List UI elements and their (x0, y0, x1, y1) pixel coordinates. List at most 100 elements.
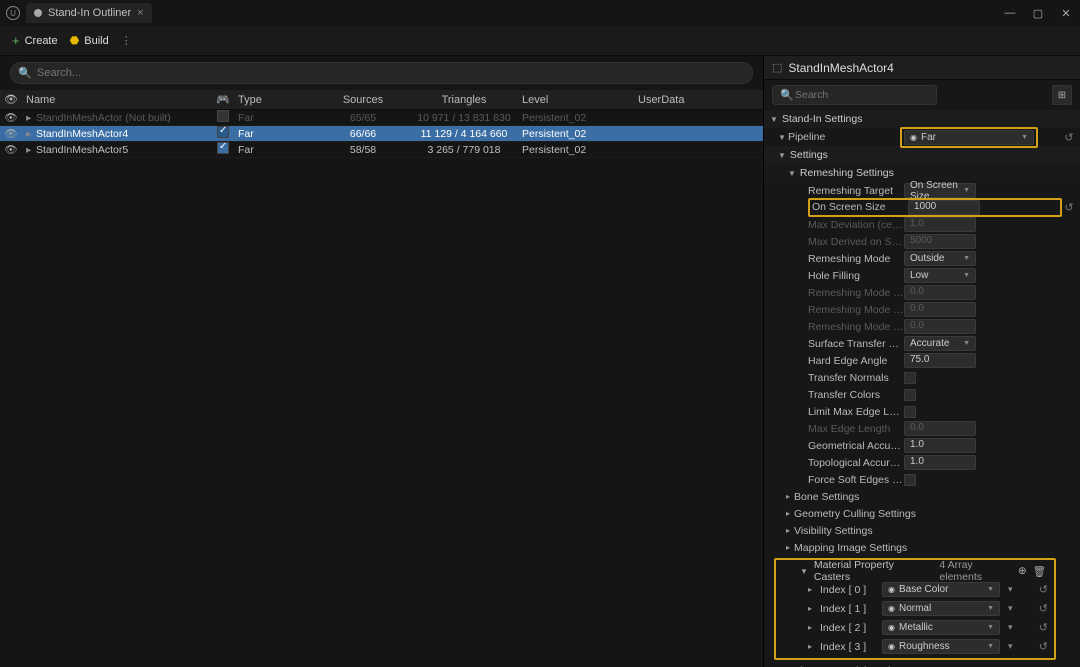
reset-icon[interactable]: ↺ (1062, 131, 1076, 144)
settings-section[interactable]: ▼ Settings (764, 146, 1080, 164)
property-label: Max Edge Length (808, 423, 904, 435)
collapsed-section[interactable]: ▸Mapping Image Settings (764, 539, 1080, 556)
table-row[interactable]: 👁▸StandInMeshActor (Not built)Far65/6510… (0, 110, 763, 126)
checkbox-header-icon[interactable]: 🎮 (208, 93, 238, 106)
property-dropdown[interactable]: On Screen Size▼ (904, 183, 976, 198)
caster-dropdown[interactable]: ◉Metallic▼ (882, 620, 1000, 635)
reset-icon[interactable]: ↺ (1039, 640, 1048, 653)
property-input[interactable]: 0.0 (904, 319, 976, 334)
array-index-label: Index [ 3 ] (820, 641, 878, 653)
chevron-down-icon[interactable]: ▾ (1008, 641, 1013, 652)
close-button[interactable]: ✕ (1058, 7, 1074, 20)
property-row: Remeshing Mode Manu...0.0 (764, 301, 1080, 318)
collapsed-section[interactable]: ▸Bone Settings (764, 488, 1080, 505)
reset-icon[interactable]: ↺ (1062, 201, 1076, 214)
collapsed-section[interactable]: ▸Flatten Material Settings (764, 662, 1080, 667)
row-name: StandInMeshActor4 (36, 128, 128, 140)
property-input[interactable]: 0.0 (904, 421, 976, 436)
type-header[interactable]: Type (238, 94, 320, 106)
row-level: Persistent_02 (522, 112, 628, 124)
property-row: Force Soft Edges Within... (764, 471, 1080, 488)
property-input[interactable]: 0.0 (904, 285, 976, 300)
visibility-header-icon[interactable]: 👁 (0, 93, 22, 106)
maximize-button[interactable]: ▢ (1030, 7, 1046, 20)
level-header[interactable]: Level (522, 94, 628, 106)
property-row: Max Derived on Screen...5000 (764, 233, 1080, 250)
chevron-down-icon[interactable]: ▾ (1008, 603, 1013, 614)
row-checkbox[interactable] (217, 110, 229, 122)
minimize-button[interactable]: — (1002, 7, 1018, 20)
property-checkbox[interactable] (904, 406, 916, 418)
caster-dropdown[interactable]: ◉Normal▼ (882, 601, 1000, 616)
search-input[interactable] (10, 62, 753, 84)
outliner-panel: 🔍 👁 Name 🎮 Type Sources Triangles Level … (0, 56, 764, 667)
chevron-right-icon[interactable]: ▸ (26, 144, 36, 156)
chevron-right-icon[interactable]: ▸ (26, 128, 36, 140)
triangles-header[interactable]: Triangles (406, 94, 522, 106)
table-row[interactable]: 👁▸StandInMeshActor4Far66/6611 129 / 4 16… (0, 126, 763, 142)
chevron-right-icon: ▸ (786, 526, 790, 535)
chevron-down-icon[interactable]: ▼ (778, 133, 788, 142)
chevron-right-icon[interactable]: ▸ (808, 585, 816, 594)
property-input[interactable]: 1.0 (904, 438, 976, 453)
chevron-down-icon: ▼ (987, 624, 994, 631)
delete-element-icon[interactable]: 🗑 (1033, 565, 1046, 578)
property-row: Geometrical Accuracy1.0 (764, 437, 1080, 454)
property-input[interactable]: 1.0 (904, 217, 976, 232)
row-checkbox[interactable] (217, 126, 229, 138)
collapsed-section[interactable]: ▸Geometry Culling Settings (764, 505, 1080, 522)
sources-header[interactable]: Sources (320, 94, 406, 106)
collapsed-section[interactable]: ▸Visibility Settings (764, 522, 1080, 539)
row-checkbox[interactable] (217, 142, 229, 154)
material-casters-header[interactable]: ▼ Material Property Casters 4 Array elem… (776, 562, 1054, 580)
userdata-header[interactable]: UserData (628, 94, 763, 106)
caster-dropdown[interactable]: ◉Roughness▼ (882, 639, 1000, 654)
property-input[interactable]: 0.0 (904, 302, 976, 317)
name-header[interactable]: Name (22, 94, 208, 106)
property-checkbox[interactable] (904, 389, 916, 401)
build-button[interactable]: ⬣ Build (70, 34, 109, 47)
property-checkbox[interactable] (904, 372, 916, 384)
close-icon[interactable]: × (137, 7, 143, 19)
visibility-icon[interactable]: 👁 (4, 128, 17, 140)
property-label: Transfer Normals (808, 372, 904, 384)
build-icon: ⬣ (70, 34, 80, 47)
property-dropdown[interactable]: Outside▼ (904, 251, 976, 266)
property-input[interactable]: 1000 (908, 200, 980, 215)
asset-icon: ◉ (910, 133, 917, 142)
chevron-down-icon[interactable]: ▾ (1008, 622, 1013, 633)
row-name: StandInMeshActor5 (36, 144, 128, 156)
mpc-count-label: 4 Array elements (939, 559, 1011, 583)
property-input[interactable]: 1.0 (904, 455, 976, 470)
more-options-icon[interactable]: ⋮ (121, 34, 132, 47)
details-title: StandInMeshActor4 (788, 61, 893, 75)
caster-dropdown[interactable]: ◉Base Color▼ (882, 582, 1000, 597)
chevron-down-icon[interactable]: ▾ (1008, 584, 1013, 595)
chevron-right-icon[interactable]: ▸ (808, 623, 816, 632)
property-input[interactable]: 75.0 (904, 353, 976, 368)
visibility-icon[interactable]: 👁 (4, 144, 17, 156)
reset-icon[interactable]: ↺ (1039, 621, 1048, 634)
view-options-icon[interactable]: ⊞ (1052, 85, 1072, 105)
property-dropdown[interactable]: Low▼ (904, 268, 976, 283)
editor-tab[interactable]: Stand-In Outliner × (26, 3, 152, 23)
add-element-icon[interactable]: ⊕ (1018, 565, 1027, 578)
pipeline-dropdown[interactable]: ◉ Far ▼ (904, 130, 1034, 145)
standin-settings-section[interactable]: ▼ Stand-In Settings (764, 110, 1080, 128)
chevron-right-icon[interactable]: ▸ (808, 642, 816, 651)
chevron-right-icon[interactable]: ▸ (808, 604, 816, 613)
chevron-right-icon[interactable]: ▸ (26, 112, 36, 124)
property-input[interactable]: 5000 (904, 234, 976, 249)
details-search-input[interactable] (772, 85, 937, 105)
visibility-icon[interactable]: 👁 (4, 112, 17, 124)
reset-icon[interactable]: ↺ (1039, 583, 1048, 596)
property-row: Remeshing TargetOn Screen Size▼ (764, 182, 1080, 199)
property-row: Hard Edge Angle75.0 (764, 352, 1080, 369)
property-checkbox[interactable] (904, 474, 916, 486)
property-dropdown[interactable]: Accurate▼ (904, 336, 976, 351)
create-button[interactable]: + Create (12, 33, 58, 48)
reset-icon[interactable]: ↺ (1039, 602, 1048, 615)
table-row[interactable]: 👁▸StandInMeshActor5Far58/583 265 / 779 0… (0, 142, 763, 158)
chevron-down-icon: ▼ (963, 340, 970, 347)
property-row: Limit Max Edge Length (764, 403, 1080, 420)
